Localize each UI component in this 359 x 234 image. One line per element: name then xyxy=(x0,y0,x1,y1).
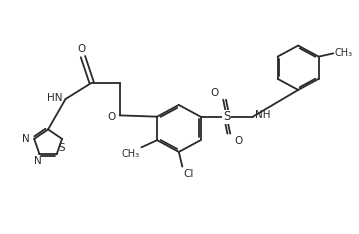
Text: O: O xyxy=(77,44,85,54)
Text: S: S xyxy=(223,110,230,123)
Text: CH₃: CH₃ xyxy=(335,48,353,58)
Text: S: S xyxy=(59,143,65,153)
Text: O: O xyxy=(211,88,219,98)
Text: CH₃: CH₃ xyxy=(122,149,140,159)
Text: HN: HN xyxy=(47,93,63,103)
Text: N: N xyxy=(34,156,42,166)
Text: N: N xyxy=(22,134,30,144)
Text: Cl: Cl xyxy=(184,168,194,179)
Text: O: O xyxy=(107,112,115,122)
Text: O: O xyxy=(234,135,243,146)
Text: NH: NH xyxy=(255,110,270,120)
